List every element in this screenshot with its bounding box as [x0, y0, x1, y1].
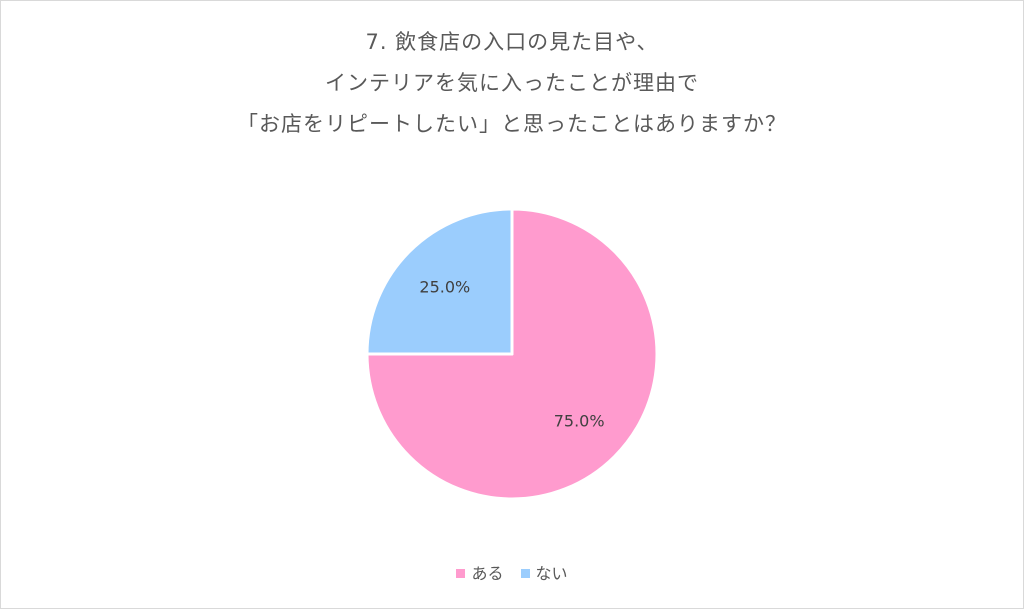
legend: ある ない — [0, 560, 1024, 584]
chart-title-line-1: 7. 飲食店の入口の見た目や、 — [365, 30, 659, 54]
chart-title-line-2: インテリアを気に入ったことが理由で — [325, 71, 699, 95]
legend-item-nai: ない — [520, 560, 568, 584]
legend-label-nai: ない — [535, 564, 568, 583]
chart-title-line-3: 「お店をリピートしたい」と思ったことはありますか？ — [237, 112, 787, 136]
pie-slice-nai — [365, 207, 514, 356]
legend-swatch-nai — [520, 569, 530, 578]
data-label-aru: 75.0% — [554, 412, 605, 431]
chart-title: 7. 飲食店の入口の見た目や、 インテリアを気に入ったことが理由で 「お店をリピ… — [0, 22, 1024, 145]
data-label-nai: 25.0% — [419, 277, 470, 296]
legend-label-aru: ある — [471, 564, 504, 583]
legend-swatch-aru — [456, 569, 466, 578]
legend-item-aru: ある — [456, 560, 503, 584]
